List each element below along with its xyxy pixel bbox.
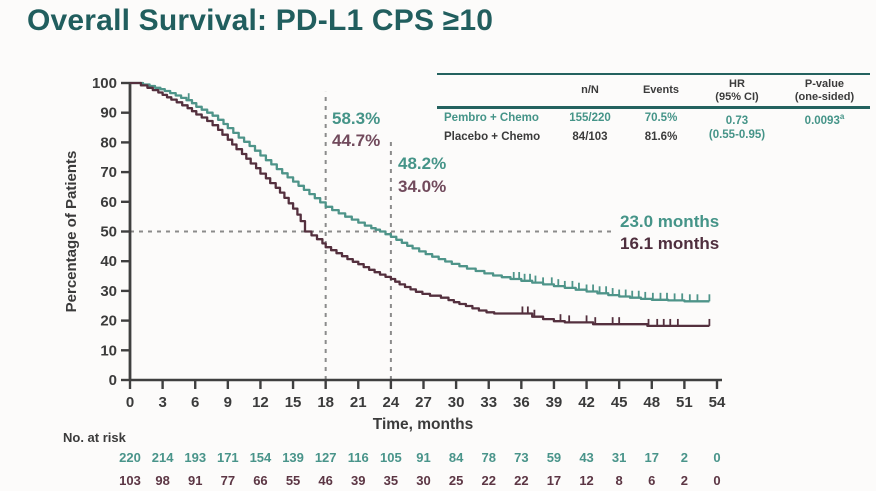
page-title: Overall Survival: PD-L1 CPS ≥10 bbox=[27, 4, 494, 37]
x-tick-label-39: 39 bbox=[546, 394, 563, 411]
x-tick-label-51: 51 bbox=[676, 394, 693, 411]
no-at-risk-label: No. at risk bbox=[63, 430, 127, 445]
stats-pembro-events: 70.5% bbox=[644, 112, 678, 125]
x-tick-label-12: 12 bbox=[252, 394, 269, 411]
at-risk-placebo-24: 35 bbox=[384, 473, 398, 488]
annotation-pembro-24mo-rate: 48.2% bbox=[398, 154, 447, 173]
at-risk-placebo-39: 17 bbox=[547, 473, 561, 488]
at-risk-placebo-6: 91 bbox=[188, 473, 202, 488]
at-risk-placebo-51: 2 bbox=[681, 473, 688, 488]
at-risk-pembro-9: 171 bbox=[217, 450, 239, 465]
y-tick-label-100: 100 bbox=[92, 75, 117, 92]
annotation-placebo-24mo-rate: 34.0% bbox=[398, 177, 447, 196]
stats-pembro-label: Pembro + Chemo bbox=[444, 112, 539, 125]
y-tick-label-70: 70 bbox=[100, 164, 117, 181]
at-risk-placebo-27: 30 bbox=[416, 473, 430, 488]
x-tick-label-48: 48 bbox=[643, 394, 660, 411]
y-tick-label-90: 90 bbox=[100, 105, 117, 122]
x-tick-label-0: 0 bbox=[126, 394, 134, 411]
annotation-pembro-18mo-rate: 58.3% bbox=[332, 109, 381, 128]
at-risk-pembro-30: 84 bbox=[449, 450, 464, 465]
stats-header-pvalue: P-value (one-sided) bbox=[794, 78, 855, 103]
at-risk-pembro-12: 154 bbox=[250, 450, 272, 465]
at-risk-pembro-45: 31 bbox=[612, 450, 626, 465]
annotation-placebo-18mo-rate: 44.7% bbox=[332, 131, 381, 150]
stats-pvalue-cell: 0.0093a bbox=[804, 112, 845, 128]
x-tick-label-42: 42 bbox=[578, 394, 595, 411]
y-tick-label-60: 60 bbox=[100, 194, 117, 211]
km-curve-placebo bbox=[130, 81, 710, 328]
at-risk-pembro-36: 73 bbox=[514, 450, 528, 465]
x-tick-label-6: 6 bbox=[191, 394, 199, 411]
stats-placebo-nN: 84/103 bbox=[572, 131, 608, 144]
at-risk-pembro-6: 193 bbox=[184, 450, 206, 465]
km-curve-pembro bbox=[130, 81, 710, 303]
stats-row-placebo: Placebo + Chemo 84/103 81.6% bbox=[437, 128, 870, 147]
at-risk-placebo-54: 0 bbox=[713, 473, 720, 488]
x-tick-label-21: 21 bbox=[350, 394, 367, 411]
stats-pembro-nN: 155/220 bbox=[569, 112, 611, 125]
at-risk-pembro-48: 17 bbox=[645, 450, 659, 465]
at-risk-placebo-21: 39 bbox=[351, 473, 365, 488]
at-risk-placebo-36: 22 bbox=[514, 473, 528, 488]
y-tick-label-10: 10 bbox=[100, 342, 117, 359]
at-risk-pembro-24: 105 bbox=[380, 450, 402, 465]
y-tick-label-40: 40 bbox=[100, 253, 117, 270]
x-tick-label-18: 18 bbox=[317, 394, 334, 411]
stats-header-hr: HR (95% CI) bbox=[715, 78, 759, 103]
at-risk-pembro-18: 127 bbox=[315, 450, 337, 465]
stats-header-events: Events bbox=[642, 84, 680, 97]
at-risk-placebo-15: 55 bbox=[286, 473, 300, 488]
x-tick-label-9: 9 bbox=[224, 394, 232, 411]
at-risk-pembro-3: 214 bbox=[152, 450, 174, 465]
at-risk-pembro-27: 91 bbox=[416, 450, 430, 465]
y-tick-label-50: 50 bbox=[100, 224, 117, 241]
stats-hr-cell: 0.73 (0.55-0.95) bbox=[708, 114, 766, 141]
y-tick-label-80: 80 bbox=[100, 134, 117, 151]
stats-placebo-events: 81.6% bbox=[644, 131, 678, 144]
at-risk-pembro-33: 78 bbox=[481, 450, 495, 465]
at-risk-pembro-21: 116 bbox=[348, 450, 369, 465]
at-risk-placebo-0: 103 bbox=[119, 473, 141, 488]
at-risk-placebo-30: 25 bbox=[449, 473, 463, 488]
stats-header-empty bbox=[437, 74, 553, 108]
x-tick-label-24: 24 bbox=[383, 394, 400, 411]
at-risk-placebo-9: 77 bbox=[221, 473, 235, 488]
stats-table: n/N Events HR (95% CI) P-value (one-side… bbox=[437, 73, 870, 147]
at-risk-placebo-3: 98 bbox=[155, 473, 169, 488]
y-tick-label-20: 20 bbox=[100, 313, 117, 330]
at-risk-pembro-54: 0 bbox=[713, 450, 720, 465]
at-risk-pembro-15: 139 bbox=[282, 450, 304, 465]
at-risk-placebo-18: 46 bbox=[318, 473, 332, 488]
x-tick-label-3: 3 bbox=[158, 394, 166, 411]
at-risk-placebo-12: 66 bbox=[253, 473, 267, 488]
at-risk-pembro-0: 220 bbox=[119, 450, 141, 465]
annotation-placebo-median: 16.1 months bbox=[620, 234, 720, 253]
stats-header-nN: n/N bbox=[581, 84, 599, 97]
at-risk-pembro-42: 43 bbox=[579, 450, 593, 465]
x-axis-title: Time, months bbox=[373, 416, 473, 433]
at-risk-placebo-45: 8 bbox=[616, 473, 623, 488]
x-tick-label-54: 54 bbox=[709, 394, 726, 411]
at-risk-placebo-42: 12 bbox=[579, 473, 593, 488]
x-tick-label-45: 45 bbox=[611, 394, 628, 411]
x-tick-label-36: 36 bbox=[513, 394, 530, 411]
at-risk-placebo-33: 22 bbox=[481, 473, 495, 488]
at-risk-pembro-39: 59 bbox=[547, 450, 561, 465]
x-tick-label-27: 27 bbox=[415, 394, 432, 411]
y-tick-label-30: 30 bbox=[100, 283, 117, 300]
at-risk-placebo-48: 6 bbox=[648, 473, 655, 488]
stats-header-row: n/N Events HR (95% CI) P-value (one-side… bbox=[437, 74, 870, 108]
y-tick-label-0: 0 bbox=[109, 372, 117, 389]
stats-placebo-label: Placebo + Chemo bbox=[444, 131, 541, 144]
x-tick-label-30: 30 bbox=[448, 394, 465, 411]
y-axis-title: Percentage of Patients bbox=[63, 151, 80, 313]
x-tick-label-15: 15 bbox=[285, 394, 302, 411]
at-risk-pembro-51: 2 bbox=[681, 450, 688, 465]
stats-row-pembro: Pembro + Chemo 155/220 70.5% 0.73 (0.55-… bbox=[437, 108, 870, 140]
x-tick-label-33: 33 bbox=[480, 394, 497, 411]
annotation-pembro-median: 23.0 months bbox=[620, 212, 720, 231]
